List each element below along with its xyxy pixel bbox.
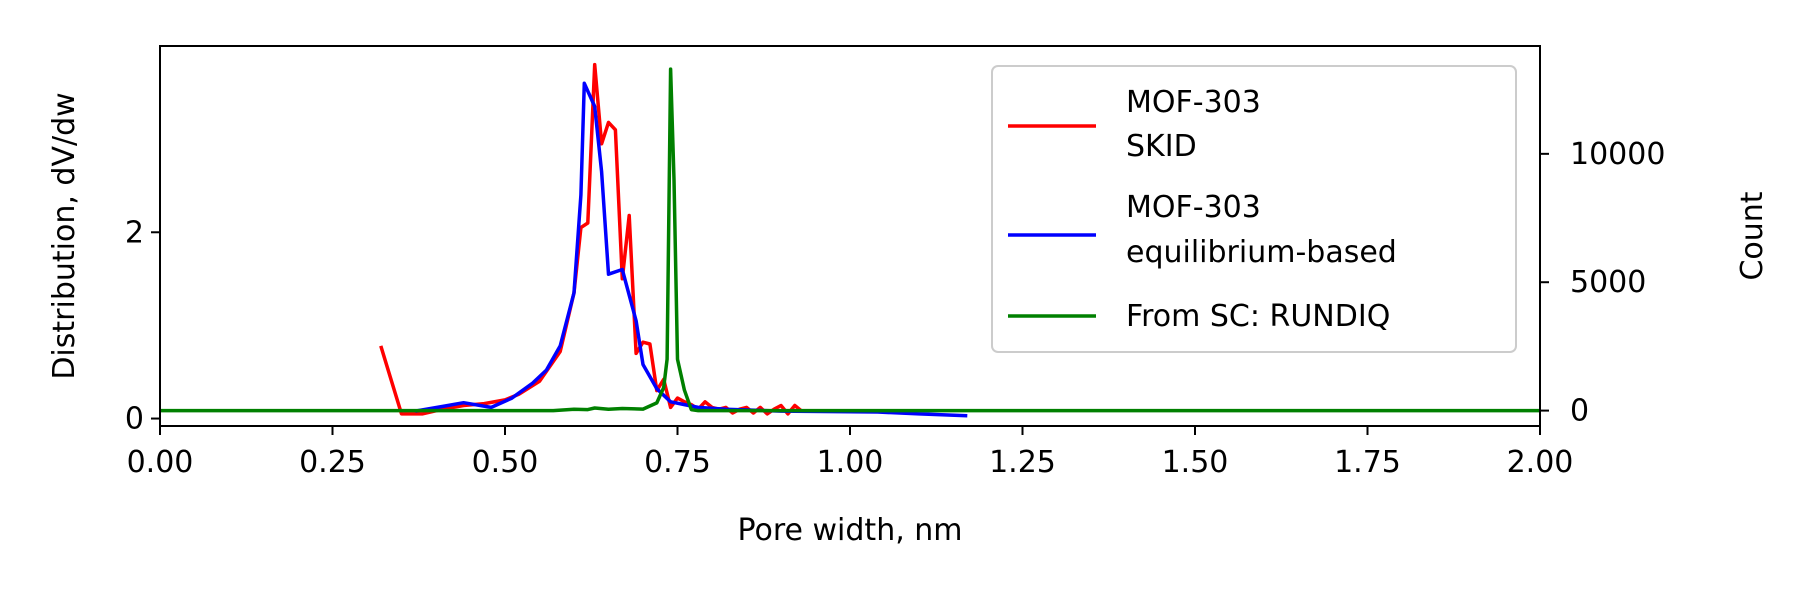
legend-box [991,65,1517,353]
series-line-sc [160,67,1540,413]
y-ticks-right: 0 5000 10000 [1540,137,1665,429]
x-tick-label: 0.00 [127,445,194,480]
series-layer [160,62,1540,418]
x-tick-label: 1.75 [1334,445,1401,480]
y-left-tick-label: 0 [125,402,144,437]
legend-label-skid-line1: MOF-303 [1126,85,1261,120]
y-right-tick-label: 0 [1570,394,1589,429]
legend-label-sc: From SC: RUNDIQ [1126,299,1390,334]
y-axis-title-left: Distribution, dV/dw [47,92,82,379]
series-line-equilibrium [415,81,968,418]
y-ticks-left: 02 [125,215,160,437]
x-tick-label: 0.50 [472,445,539,480]
x-tick-label: 2.00 [1507,445,1574,480]
y-right-tick-label: 10000 [1570,137,1665,172]
x-tick-label: 1.00 [817,445,884,480]
x-ticks: 0.00 0.25 0.50 0.75 1.00 1.25 1.50 1.75 2.00 [127,426,1574,480]
y-left-tick-label: 2 [125,215,144,250]
legend-label-equilibrium-line2: equilibrium-based [1126,235,1397,270]
legend-label-skid-line2: SKID [1126,129,1197,164]
x-tick-label: 1.50 [1162,445,1229,480]
x-tick-label: 0.25 [299,445,366,480]
x-axis-title: Pore width, nm [737,513,962,548]
legend-label-equilibrium-line1: MOF-303 [1126,190,1261,225]
x-tick-label: 1.25 [989,445,1056,480]
y-right-tick-label: 5000 [1570,265,1646,300]
legend-label-equilibrium: MOF-303 equilibrium-based [1126,190,1397,270]
y-axis-title-right: Count [1735,191,1770,280]
series-line-skid [379,62,803,416]
legend: MOF-303 SKID MOF-303 equilibrium-based F… [991,65,1517,353]
x-tick-label: 0.75 [644,445,711,480]
legend-label-skid: MOF-303 SKID [1126,85,1270,164]
